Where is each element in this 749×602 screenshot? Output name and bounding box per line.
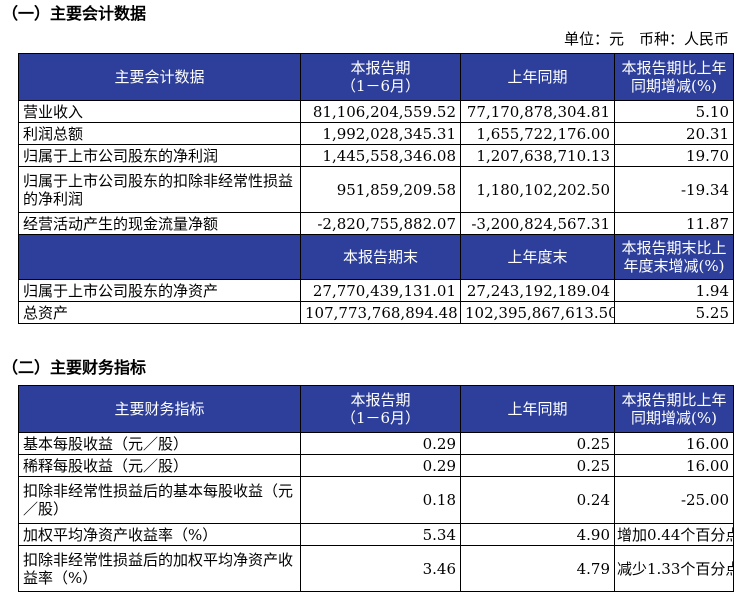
table-header-row: 主要会计数据 本报告期 （1－6月） 上年同期 本报告期比上年 同期增减(%) <box>18 53 734 101</box>
unit-currency-line: 单位：元 币种：人民币 <box>563 30 729 48</box>
table-row: 营业收入 81,106,204,559.52 77,170,878,304.81… <box>18 100 734 123</box>
change-value: 16.00 <box>614 454 734 477</box>
row-label: 稀释每股收益（元／股） <box>18 454 301 477</box>
current-value: 27,770,439,131.01 <box>300 279 461 302</box>
row-label: 总资产 <box>18 301 301 324</box>
header-cell-prior-period: 上年同期 <box>460 385 615 433</box>
change-value: 减少1.33个百分点 <box>614 545 734 592</box>
current-value: -2,820,755,882.07 <box>300 212 461 235</box>
prior-value: 4.79 <box>460 545 615 592</box>
row-label: 扣除非经常性损益后的加权平均净资产收益率（%） <box>18 545 301 592</box>
table-row: 总资产 107,773,768,894.48 102,395,867,613.5… <box>18 301 734 324</box>
change-value: -25.00 <box>614 476 734 524</box>
change-value: -19.34 <box>614 166 734 213</box>
accounting-data-table: 主要会计数据 本报告期 （1－6月） 上年同期 本报告期比上年 同期增减(%) 营业… <box>18 53 734 324</box>
current-value: 81,106,204,559.52 <box>300 100 461 123</box>
current-value: 3.46 <box>300 545 461 592</box>
change-value: 20.31 <box>614 122 734 145</box>
change-value: 1.94 <box>614 279 734 302</box>
table-row: 归属于上市公司股东的净利润 1,445,558,346.08 1,207,638… <box>18 144 734 167</box>
header-cell-blank <box>18 234 301 280</box>
prior-value: 27,243,192,189.04 <box>460 279 615 302</box>
change-value: 5.25 <box>614 301 734 324</box>
prior-value: -3,200,824,567.31 <box>460 212 615 235</box>
row-label: 扣除非经常性损益后的基本每股收益（元／股） <box>18 476 301 524</box>
header-cell-prior-period: 上年同期 <box>460 53 615 101</box>
change-value: 16.00 <box>614 432 734 455</box>
current-value: 0.29 <box>300 432 461 455</box>
prior-value: 0.24 <box>460 476 615 524</box>
header-cell-prior-year-end: 上年度末 <box>460 234 615 280</box>
change-value: 增加0.44个百分点 <box>614 523 734 546</box>
current-value: 0.29 <box>300 454 461 477</box>
financial-indicators-table: 主要财务指标 本报告期 （1－6月） 上年同期 本报告期比上年 同期增减(%) 基本… <box>18 385 734 592</box>
section-title-financial-indicators: （二）主要财务指标 <box>2 358 147 377</box>
table-row: 归属于上市公司股东的净资产 27,770,439,131.01 27,243,1… <box>18 279 734 302</box>
current-value: 1,992,028,345.31 <box>300 122 461 145</box>
header-cell-item: 主要会计数据 <box>18 53 301 101</box>
table-row: 利润总额 1,992,028,345.31 1,655,722,176.00 2… <box>18 122 734 145</box>
prior-value: 0.25 <box>460 454 615 477</box>
row-label: 归属于上市公司股东的扣除非经常性损益的净利润 <box>18 166 301 213</box>
header-cell-change-vs-year-end: 本报告期末比上 年度末增减(%) <box>614 234 734 280</box>
header-cell-change: 本报告期比上年 同期增减(%) <box>614 53 734 101</box>
prior-value: 1,207,638,710.13 <box>460 144 615 167</box>
table-header-row: 主要财务指标 本报告期 （1－6月） 上年同期 本报告期比上年 同期增减(%) <box>18 385 734 433</box>
row-label: 归属于上市公司股东的净利润 <box>18 144 301 167</box>
row-label: 营业收入 <box>18 100 301 123</box>
current-value: 5.34 <box>300 523 461 546</box>
prior-value: 1,655,722,176.00 <box>460 122 615 145</box>
header-cell-current-period: 本报告期 （1－6月） <box>300 53 461 101</box>
table-subheader-row: 本报告期末 上年度末 本报告期末比上 年度末增减(%) <box>18 234 734 280</box>
current-value: 1,445,558,346.08 <box>300 144 461 167</box>
table-row: 归属于上市公司股东的扣除非经常性损益的净利润 951,859,209.58 1,… <box>18 166 734 213</box>
row-label: 加权平均净资产收益率（%） <box>18 523 301 546</box>
table-row: 经营活动产生的现金流量净额 -2,820,755,882.07 -3,200,8… <box>18 212 734 235</box>
row-label: 归属于上市公司股东的净资产 <box>18 279 301 302</box>
current-value: 951,859,209.58 <box>300 166 461 213</box>
current-value: 0.18 <box>300 476 461 524</box>
change-value: 5.10 <box>614 100 734 123</box>
change-value: 19.70 <box>614 144 734 167</box>
row-label: 基本每股收益（元／股） <box>18 432 301 455</box>
row-label: 利润总额 <box>18 122 301 145</box>
row-label: 经营活动产生的现金流量净额 <box>18 212 301 235</box>
table-row: 基本每股收益（元／股） 0.29 0.25 16.00 <box>18 432 734 455</box>
change-value: 11.87 <box>614 212 734 235</box>
section-title-accounting-data: （一）主要会计数据 <box>2 4 147 23</box>
prior-value: 1,180,102,202.50 <box>460 166 615 213</box>
prior-value: 102,395,867,613.50 <box>460 301 615 324</box>
header-cell-indicator: 主要财务指标 <box>18 385 301 433</box>
prior-value: 77,170,878,304.81 <box>460 100 615 123</box>
table-row: 扣除非经常性损益后的基本每股收益（元／股） 0.18 0.24 -25.00 <box>18 476 734 524</box>
prior-value: 0.25 <box>460 432 615 455</box>
header-cell-change: 本报告期比上年 同期增减(%) <box>614 385 734 433</box>
header-cell-current-period: 本报告期 （1－6月） <box>300 385 461 433</box>
table-row: 扣除非经常性损益后的加权平均净资产收益率（%） 3.46 4.79 减少1.33… <box>18 545 734 592</box>
header-cell-period-end: 本报告期末 <box>300 234 461 280</box>
current-value: 107,773,768,894.48 <box>300 301 461 324</box>
table-row: 加权平均净资产收益率（%） 5.34 4.90 增加0.44个百分点 <box>18 523 734 546</box>
table-row: 稀释每股收益（元／股） 0.29 0.25 16.00 <box>18 454 734 477</box>
prior-value: 4.90 <box>460 523 615 546</box>
